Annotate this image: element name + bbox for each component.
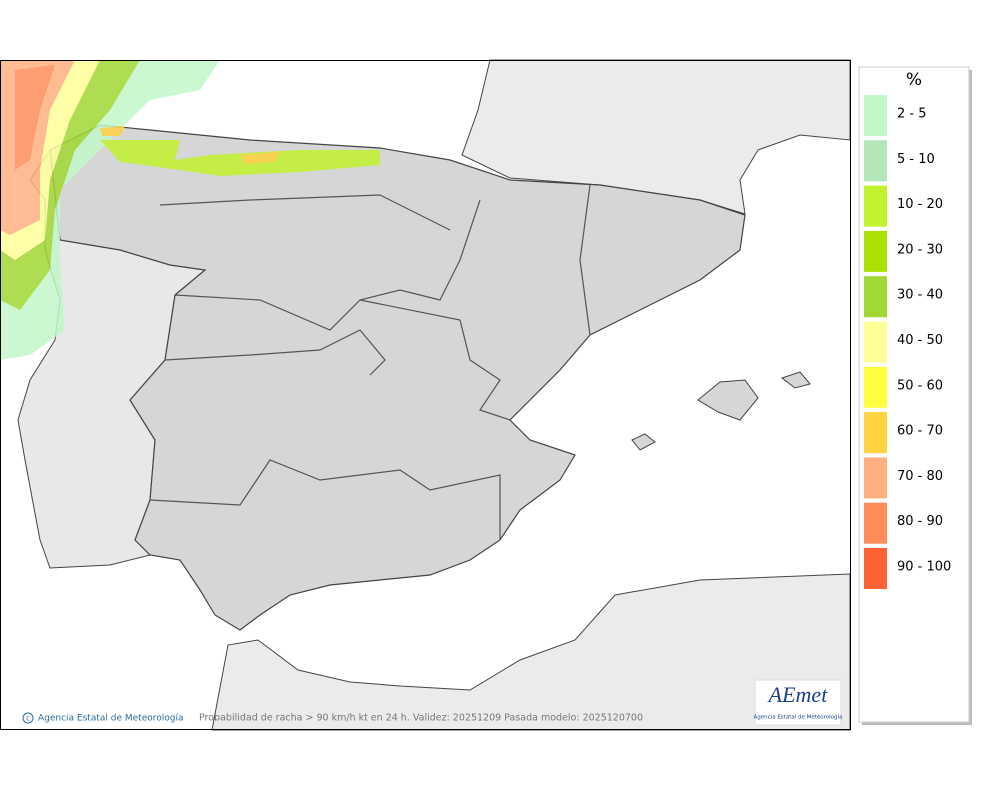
- legend-label: 50 - 60: [897, 378, 943, 393]
- map-frame: [0, 60, 851, 730]
- legend-label: 80 - 90: [897, 514, 943, 529]
- legend-swatch: [864, 502, 887, 544]
- logo-subtitle: Agencia Estatal de Meteorología: [754, 714, 843, 721]
- legend-swatch: [864, 548, 887, 589]
- logo-name: AEmet: [767, 682, 829, 707]
- legend-swatch: [864, 366, 887, 408]
- legend-swatch: [864, 276, 887, 318]
- legend-label: 2 - 5: [897, 107, 927, 122]
- mallorca: [697, 379, 759, 421]
- legend: % 2 - 5 5 - 10 10 - 20 20 - 30 30 - 40 40 - 5…: [858, 66, 972, 725]
- legend-label: 20 - 30: [897, 242, 943, 257]
- map-caption: Probabilidad de racha > 90 km/h kt en 24…: [199, 713, 643, 724]
- africa: [211, 573, 851, 731]
- logo-box: [754, 679, 842, 726]
- legend-label: 90 - 100: [897, 560, 951, 575]
- legend-label: 5 - 10: [897, 152, 935, 167]
- legend-swatch: [864, 140, 887, 182]
- copyright-icon: [22, 712, 34, 724]
- legend-swatch: [864, 230, 887, 272]
- ibiza: [631, 433, 656, 451]
- map: c Agencia Estatal de Meteorología Probab…: [0, 59, 851, 731]
- legend-label: 70 - 80: [897, 469, 943, 484]
- legend-label: 10 - 20: [897, 197, 943, 212]
- probability-areas: [0, 60, 380, 360]
- menorca: [780, 371, 811, 389]
- legend-title: %: [906, 70, 922, 90]
- legend-swatch: [864, 185, 887, 227]
- legend-label: 30 - 40: [897, 288, 943, 303]
- legend-swatch: [864, 412, 887, 454]
- legend-swatch: [864, 95, 887, 136]
- region-borders: [149, 184, 591, 540]
- legend-swatch: [864, 321, 887, 363]
- copyright-text: Agencia Estatal de Meteorología: [38, 714, 184, 724]
- legend-label: 60 - 70: [897, 424, 943, 439]
- logo: AEmet Agencia Estatal de Meteorología: [754, 679, 843, 726]
- legend-swatch: [864, 457, 887, 499]
- copyright-icon-letter: c: [26, 715, 30, 723]
- legend-label: 40 - 50: [897, 333, 943, 348]
